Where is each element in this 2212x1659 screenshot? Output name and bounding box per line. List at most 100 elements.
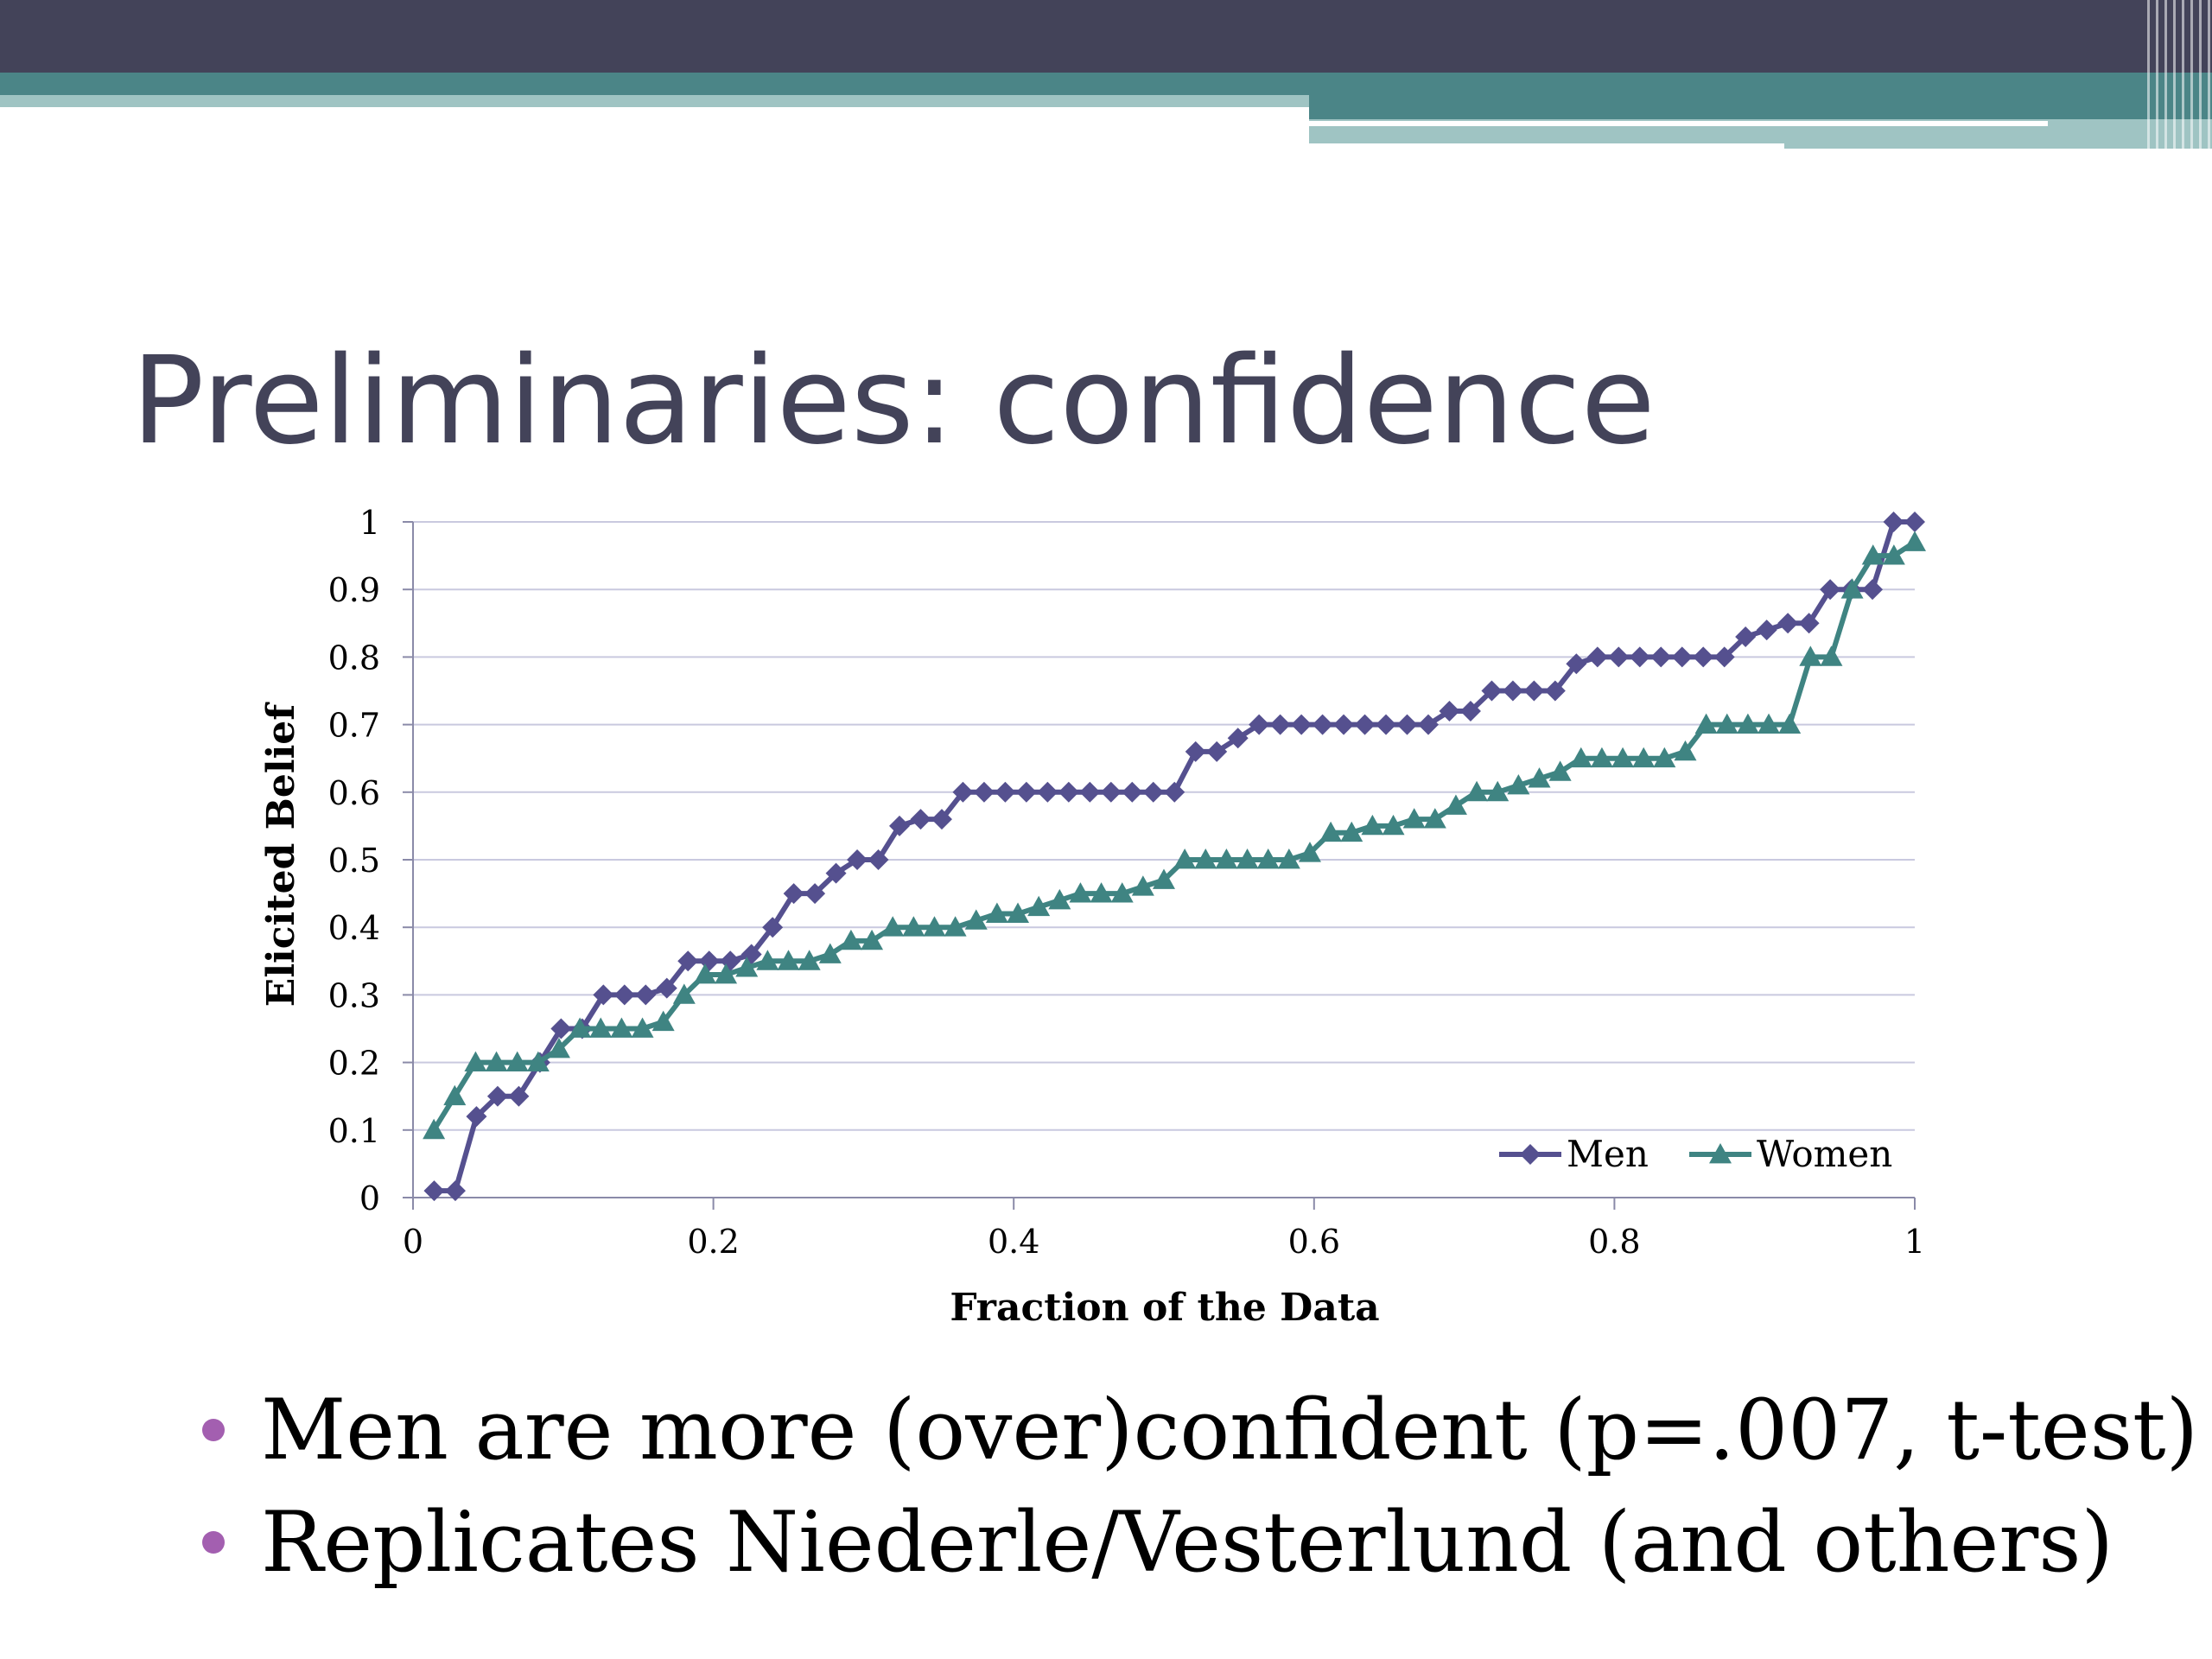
triangle-marker [902, 916, 925, 937]
series-layer [423, 512, 1926, 1202]
diamond-marker [1376, 714, 1397, 735]
triangle-marker [1215, 849, 1238, 869]
bullet-item: Replicates Niederle/Vesterlund (and othe… [190, 1486, 2198, 1599]
diamond-marker [1671, 646, 1693, 668]
diamond-marker [804, 883, 826, 905]
triangle-marker [652, 1010, 675, 1032]
diamond-marker [1756, 620, 1777, 641]
legend-item-men: Men [1499, 1133, 1649, 1175]
diamond-marker [1037, 781, 1058, 803]
triangle-marker [1007, 902, 1030, 923]
triangle-marker [693, 963, 716, 984]
triangle-marker [1778, 713, 1802, 734]
diamond-marker [466, 1106, 487, 1128]
series-line-women [431, 539, 1916, 1132]
triangle-marker [1840, 578, 1864, 599]
diamond-marker [783, 883, 804, 905]
triangle-marker [1236, 849, 1259, 869]
diamond-marker [973, 781, 995, 803]
triangle-marker [1694, 713, 1718, 734]
triangle-marker [1069, 882, 1092, 903]
diamond-marker [1439, 700, 1460, 721]
header-highlight-line-short [1309, 143, 1784, 149]
diamond-marker [593, 984, 614, 1006]
diamond-marker [1058, 781, 1079, 803]
triangle-marker [735, 957, 759, 977]
diamond-marker [1693, 646, 1714, 668]
triangle-marker [985, 902, 1008, 923]
diamond-marker [995, 781, 1016, 803]
diamond-marker [910, 809, 931, 830]
triangle-marker [1090, 882, 1113, 903]
diamond-marker [847, 849, 868, 870]
diamond-marker [868, 849, 889, 870]
triangle-marker [505, 1051, 529, 1071]
y-tick-labels: 0 0.1 0.2 0.3 0.4 0.5 0.6 0.7 0.8 0.9 1 [328, 504, 380, 1217]
bullet-list: Men are more (over)confident (p=.007, t-… [190, 1374, 2198, 1599]
triangle-marker [1715, 713, 1738, 734]
bullet-text: Replicates Niederle/Vesterlund (and othe… [261, 1494, 2113, 1591]
triangle-marker [672, 983, 696, 1004]
diamond-marker [1735, 626, 1757, 647]
x-tick-label: 0.4 [988, 1223, 1039, 1261]
diamond-marker [1417, 714, 1439, 735]
y-tick-label: 0.6 [328, 774, 380, 812]
triangle-marker [589, 1017, 613, 1038]
diamond-marker [1312, 714, 1333, 735]
diamond-marker [423, 1180, 445, 1202]
triangle-marker [1736, 713, 1759, 734]
triangle-marker [1048, 888, 1071, 910]
x-tick-label: 0.6 [1288, 1223, 1340, 1261]
legend-item-women: Women [1689, 1133, 1892, 1175]
diamond-marker [1164, 781, 1185, 803]
legend: Men Women [1499, 1133, 1892, 1175]
triangle-marker [1709, 1143, 1732, 1164]
triangle-marker [1632, 747, 1656, 768]
y-tick-label: 1 [359, 504, 380, 542]
diamond-marker [486, 1085, 508, 1107]
triangle-marker [1110, 882, 1134, 903]
diamond-marker [444, 1180, 466, 1202]
triangle-marker [1882, 544, 1905, 565]
triangle-marker [944, 916, 967, 937]
triangle-marker [1611, 747, 1635, 768]
diamond-marker [1100, 781, 1122, 803]
diamond-marker [1354, 714, 1376, 735]
triangle-marker [923, 916, 946, 937]
triangle-marker [1382, 814, 1405, 836]
diamond-marker [1291, 714, 1313, 735]
bullet-dot [202, 1531, 225, 1554]
x-tick-label: 0.8 [1588, 1223, 1640, 1261]
triangle-marker [798, 950, 821, 970]
triangle-marker [1528, 767, 1551, 788]
diamond-marker [1079, 781, 1101, 803]
triangle-marker [1548, 760, 1572, 781]
diamond-marker [931, 809, 952, 830]
diamond-marker [613, 984, 635, 1006]
triangle-marker [881, 916, 905, 937]
x-axis-label: Fraction of the Data [950, 1286, 1379, 1330]
triangle-marker [756, 950, 779, 970]
diamond-marker [1523, 680, 1545, 702]
triangle-marker [464, 1051, 487, 1071]
triangle-marker [1444, 794, 1467, 815]
triangle-marker [1027, 895, 1051, 917]
axes [403, 521, 1916, 1210]
diamond-marker [635, 984, 657, 1006]
triangle-marker [715, 963, 738, 984]
diamond-marker [550, 1018, 572, 1039]
diamond-marker [1481, 680, 1503, 702]
triangle-marker [1861, 544, 1885, 565]
diamond-marker [1629, 646, 1650, 668]
x-tick-label: 0.2 [687, 1223, 739, 1261]
diamond-marker [1566, 653, 1587, 675]
triangle-marker [1194, 849, 1217, 869]
triangle-marker [526, 1051, 550, 1071]
series-women [423, 531, 1926, 1140]
diamond-marker [1544, 680, 1566, 702]
triangle-marker [1131, 875, 1154, 896]
y-tick-label: 0 [359, 1179, 380, 1217]
y-tick-label: 0.2 [328, 1045, 380, 1083]
x-tick-labels: 0 0.2 0.4 0.6 0.8 1 [403, 1223, 1925, 1261]
triangle-marker [569, 1017, 592, 1038]
